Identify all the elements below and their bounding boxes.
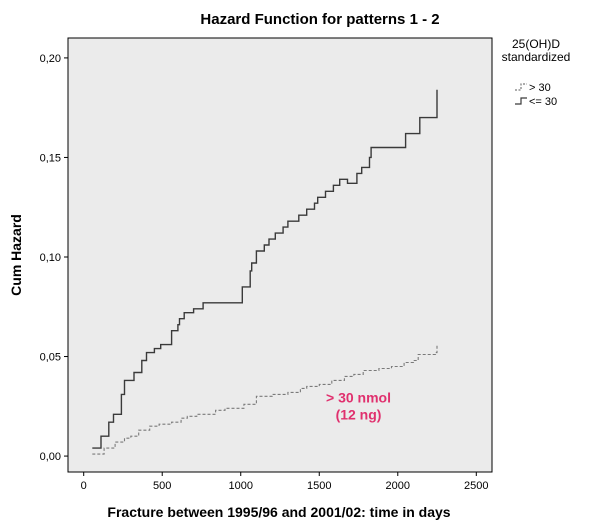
x-tick-label: 1500 — [307, 480, 331, 492]
chart-title: Hazard Function for patterns 1 - 2 — [200, 11, 439, 28]
annotation: > 30 nmol(12 ng) — [326, 389, 391, 422]
x-tick-label: 2000 — [386, 480, 410, 492]
series-line-30-or-less — [92, 89, 438, 449]
annotation-text: > 30 nmol — [326, 389, 391, 405]
x-axis-title: Fracture between 1995/96 and 2001/02: ti… — [107, 504, 450, 520]
legend-symbol — [515, 83, 527, 91]
series-group — [92, 89, 438, 455]
plot-area — [67, 37, 493, 473]
x-tick-label: 1000 — [228, 480, 252, 492]
y-tick-label: 0,20 — [40, 53, 61, 65]
x-tick-label: 0 — [81, 480, 87, 492]
annotation-text: (12 ng) — [336, 406, 382, 422]
y-axis-title: Cum Hazard — [8, 214, 24, 296]
series-line-over-30 — [92, 344, 438, 455]
x-tick-label: 2500 — [464, 480, 488, 492]
y-tick-label: 0,05 — [40, 352, 61, 364]
x-tick-label: 500 — [153, 480, 171, 492]
y-tick-label: 0,10 — [40, 252, 61, 264]
legend-label: > 30 — [529, 82, 551, 94]
legend-symbol — [515, 97, 527, 105]
y-tick-label: 0,15 — [40, 152, 61, 164]
y-tick-label: 0,00 — [40, 451, 61, 463]
axis-ticks: 0 500 1000 1500 2000 2500 0,00 0,05 0,10 0,15 0,20 — [40, 53, 489, 492]
legend-title: standardized — [502, 50, 571, 64]
legend-label: <= 30 — [529, 96, 557, 108]
legend-title: 25(OH)D — [512, 37, 560, 51]
